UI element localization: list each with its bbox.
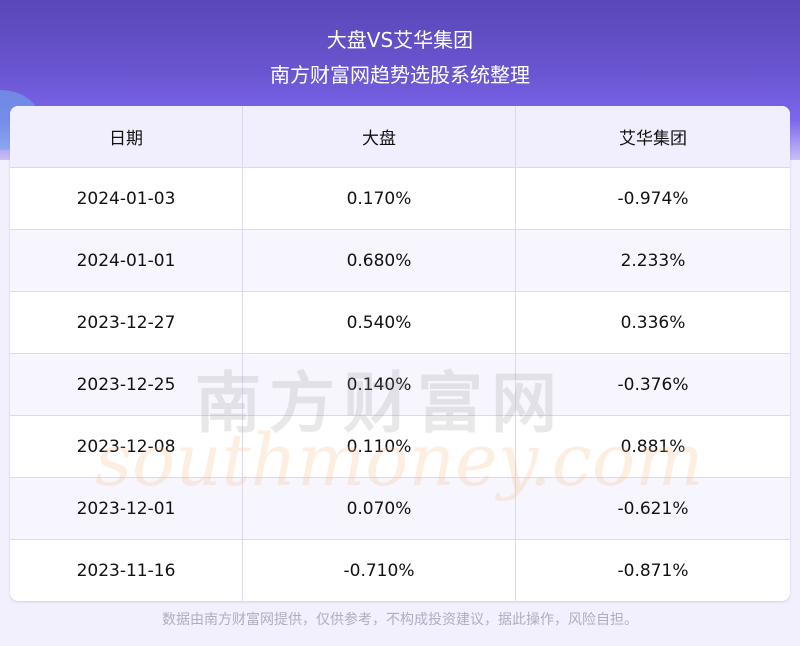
cell-stock: 0.336% xyxy=(620,312,686,333)
table-row: 2023-12-25 0.140% -0.376% xyxy=(10,354,790,416)
table-row: 2024-01-01 0.680% 2.233% xyxy=(10,230,790,292)
cell-market: 0.680% xyxy=(243,230,516,291)
cell-date: 2023-11-16 xyxy=(10,540,243,601)
cell-stock: 0.881% xyxy=(620,436,686,457)
cell-market: 0.110% xyxy=(243,416,516,477)
cell-stock: -0.376% xyxy=(617,374,689,395)
cell-date: 2023-12-01 xyxy=(10,478,243,539)
table-row: 2023-11-16 -0.710% -0.871% xyxy=(10,540,790,601)
page-subtitle: 南方财富网趋势选股系统整理 xyxy=(270,63,530,87)
table-row: 2023-12-27 0.540% 0.336% xyxy=(10,292,790,354)
table-header-row: 日期 大盘 艾华集团 xyxy=(10,106,790,168)
table-row: 2023-12-01 0.070% -0.621% xyxy=(10,478,790,540)
cell-stock: 2.233% xyxy=(620,250,686,271)
cell-date: 2024-01-01 xyxy=(10,230,243,291)
cell-stock: -0.621% xyxy=(617,498,689,519)
table-row: 2024-01-03 0.170% -0.974% xyxy=(10,168,790,230)
disclaimer: 数据由南方财富网提供，仅供参考，不构成投资建议，据此操作，风险自担。 xyxy=(162,612,638,628)
cell-date: 2023-12-27 xyxy=(10,292,243,353)
comparison-table: 日期 大盘 艾华集团 2024-01-03 0.170% -0.974% 2024-0… xyxy=(10,106,790,601)
cell-stock: -0.871% xyxy=(617,561,689,581)
cell-market: 0.540% xyxy=(243,292,516,353)
cell-market: -0.710% xyxy=(243,540,516,601)
column-header-stock: 艾华集团 xyxy=(619,129,687,149)
table-row: 2023-12-08 0.110% 0.881% xyxy=(10,416,790,478)
column-header-market: 大盘 xyxy=(243,106,516,167)
cell-date: 2023-12-08 xyxy=(10,416,243,477)
page-title: 大盘VS艾华集团 xyxy=(326,28,474,52)
cell-market: 0.070% xyxy=(243,478,516,539)
cell-date: 2023-12-25 xyxy=(10,354,243,415)
column-header-date: 日期 xyxy=(10,106,243,167)
cell-stock: -0.974% xyxy=(617,188,689,209)
cell-market: 0.170% xyxy=(243,168,516,229)
cell-date: 2024-01-03 xyxy=(10,168,243,229)
cell-market: 0.140% xyxy=(243,354,516,415)
